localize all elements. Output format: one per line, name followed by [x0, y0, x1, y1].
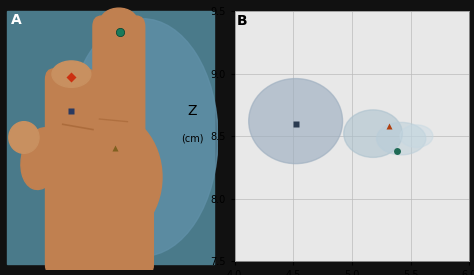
Ellipse shape: [249, 79, 343, 164]
Ellipse shape: [67, 19, 218, 256]
Ellipse shape: [100, 8, 137, 35]
Ellipse shape: [21, 128, 62, 189]
Ellipse shape: [344, 110, 402, 157]
Ellipse shape: [376, 122, 426, 155]
FancyBboxPatch shape: [46, 69, 95, 180]
Text: A: A: [11, 13, 22, 28]
FancyBboxPatch shape: [7, 11, 214, 264]
Ellipse shape: [400, 125, 433, 147]
Text: Z: Z: [188, 104, 197, 118]
Ellipse shape: [9, 122, 39, 153]
Text: B: B: [237, 13, 247, 28]
FancyBboxPatch shape: [93, 16, 145, 169]
Ellipse shape: [52, 61, 91, 87]
Text: (cm): (cm): [181, 134, 204, 144]
Ellipse shape: [50, 111, 162, 243]
FancyBboxPatch shape: [46, 172, 153, 275]
